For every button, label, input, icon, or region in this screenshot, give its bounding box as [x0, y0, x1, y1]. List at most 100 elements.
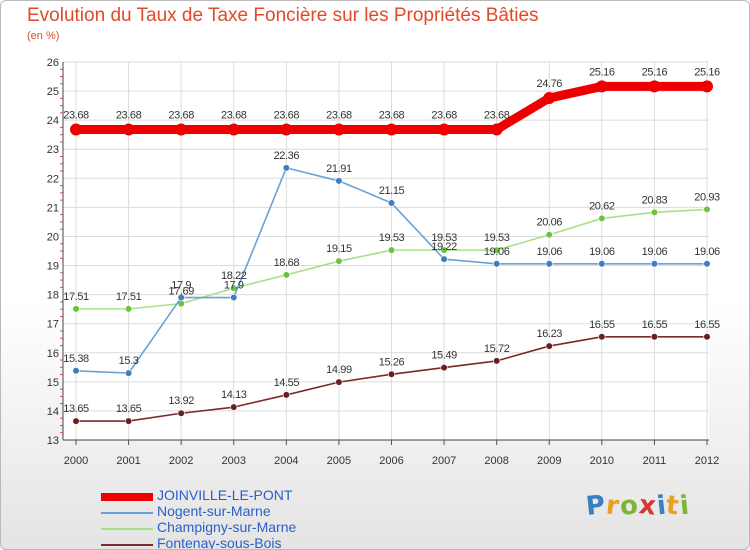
legend-label: Nogent-sur-Marne — [157, 503, 271, 519]
data-point — [72, 417, 80, 425]
x-tick-label: 2004 — [274, 455, 298, 467]
data-point — [387, 199, 396, 207]
data-label: 19.15 — [326, 243, 352, 255]
data-label: 13.65 — [63, 403, 89, 415]
data-point — [385, 123, 398, 136]
data-label: 20.83 — [642, 194, 668, 206]
x-tick-label: 2011 — [643, 455, 667, 467]
data-label: 23.68 — [326, 109, 352, 121]
data-label: 19.06 — [484, 246, 510, 258]
data-label: 14.99 — [326, 364, 352, 376]
data-label: 23.68 — [116, 109, 142, 121]
data-label: 21.15 — [379, 185, 405, 197]
data-point — [598, 260, 606, 268]
data-point — [440, 246, 448, 254]
x-tick-label: 2003 — [222, 455, 246, 467]
data-label: 19.53 — [431, 232, 457, 244]
data-point — [650, 208, 659, 216]
data-label: 14.13 — [221, 389, 247, 401]
data-label: 15.72 — [484, 343, 510, 355]
data-label: 16.55 — [642, 319, 668, 331]
y-tick-label: 20 — [47, 231, 59, 243]
data-point — [72, 305, 80, 313]
data-label: 16.23 — [536, 328, 562, 340]
data-label: 23.68 — [431, 109, 457, 121]
data-label: 19.06 — [694, 246, 720, 258]
data-point — [543, 92, 556, 105]
data-point — [648, 80, 661, 93]
legend-item: Fontenay-sous-Bois — [101, 535, 401, 549]
data-point — [124, 305, 133, 313]
data-label: 19.06 — [642, 246, 668, 258]
data-label: 15.38 — [63, 353, 89, 365]
data-label: 25.16 — [642, 66, 668, 78]
data-label: 16.55 — [589, 319, 615, 331]
data-label: 17.9 — [224, 280, 244, 292]
data-point — [387, 370, 396, 378]
data-point — [598, 333, 606, 341]
data-label: 14.55 — [274, 377, 300, 389]
data-label: 13.92 — [168, 395, 194, 407]
proxiti-logo: Proxiti — [584, 490, 692, 522]
data-label: 20.93 — [694, 191, 720, 203]
data-label: 17.69 — [168, 286, 194, 298]
data-label: 23.68 — [274, 109, 300, 121]
data-label: 18.68 — [274, 257, 300, 269]
data-label: 17.51 — [63, 291, 89, 303]
data-point — [703, 260, 711, 268]
data-label: 23.68 — [63, 109, 89, 121]
y-tick-label: 25 — [47, 86, 59, 98]
x-tick-label: 2012 — [695, 455, 719, 467]
x-tick-label: 2006 — [379, 455, 403, 467]
data-point — [124, 369, 133, 377]
x-tick-label: 2009 — [537, 455, 561, 467]
y-tick-label: 13 — [47, 435, 59, 447]
data-point — [703, 333, 711, 341]
data-point — [545, 342, 553, 350]
y-tick-label: 19 — [47, 261, 59, 273]
unit-label: (en %) — [27, 30, 60, 42]
data-labels: 13.65 13.65 13.92 14.13 14.55 14.99 15.26 15.49… — [63, 66, 720, 415]
legend-swatch — [101, 528, 153, 530]
data-point — [545, 260, 553, 268]
data-point — [124, 417, 133, 425]
y-tick-label: 17 — [47, 319, 59, 331]
data-point — [177, 409, 185, 417]
data-point — [230, 293, 238, 302]
y-tick-label: 18 — [47, 290, 59, 302]
x-tick-label: 2005 — [327, 455, 351, 467]
data-point — [230, 403, 238, 411]
data-point — [493, 357, 501, 365]
data-label: 24.76 — [536, 78, 562, 90]
series-lines — [70, 80, 713, 425]
y-tick-label: 26 — [47, 57, 59, 69]
data-point — [440, 363, 448, 372]
legend-item: Nogent-sur-Marne — [101, 503, 401, 519]
data-point — [335, 177, 343, 185]
data-point — [701, 80, 713, 93]
legend-item: Champigny-sur-Marne — [101, 519, 401, 535]
y-tick-label: 21 — [47, 202, 59, 214]
data-point — [332, 123, 345, 136]
legend-swatch — [101, 493, 153, 501]
data-point — [598, 214, 606, 223]
legend-swatch — [101, 544, 153, 546]
legend-swatch — [101, 512, 153, 514]
data-point — [280, 123, 293, 136]
data-point — [282, 271, 290, 279]
data-point — [335, 378, 343, 386]
x-tick-label: 2001 — [116, 455, 140, 467]
data-point — [493, 246, 501, 254]
data-point — [177, 293, 185, 302]
y-tick-label: 24 — [47, 115, 59, 127]
data-point — [493, 260, 501, 268]
data-label: 17.51 — [116, 291, 142, 303]
data-label: 18.22 — [221, 270, 247, 282]
logo-letter: i — [678, 490, 692, 522]
data-point — [72, 367, 80, 375]
chart-title: Evolution du Taux de Taxe Foncière sur l… — [27, 5, 539, 26]
x-tick-label: 2008 — [484, 455, 508, 467]
data-label: 13.65 — [116, 403, 142, 415]
data-point — [490, 123, 503, 136]
x-tick-label: 2002 — [169, 455, 193, 467]
